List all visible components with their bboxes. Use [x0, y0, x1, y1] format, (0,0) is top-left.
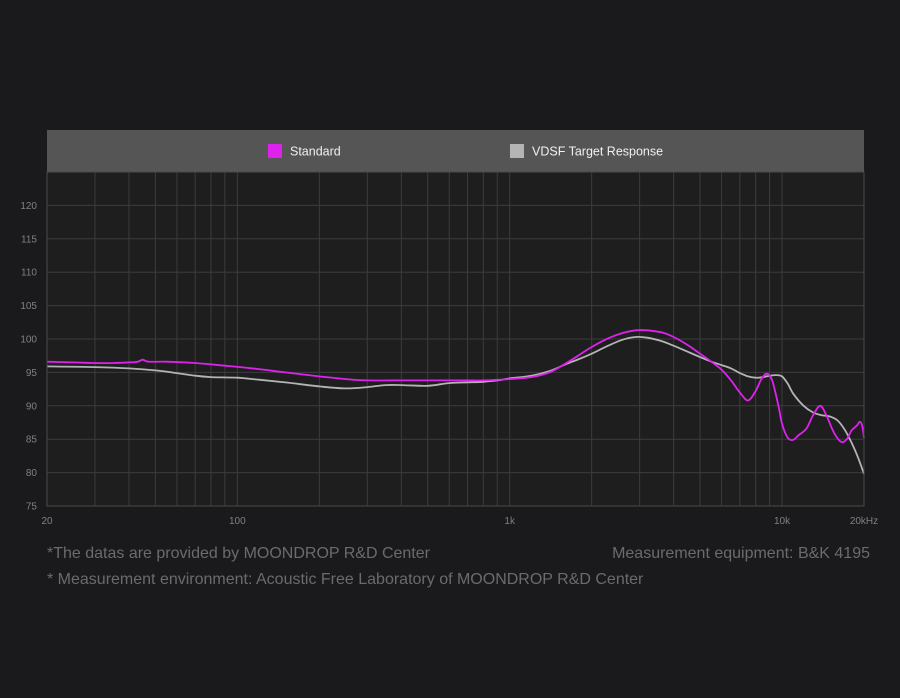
series-lines: [46, 329, 865, 475]
legend: Standard VDSF Target Response: [268, 144, 663, 159]
legend-swatch-vdsf-target-response: [510, 144, 524, 158]
legend-swatch-standard: [268, 144, 282, 158]
plot-frame: [46, 171, 865, 507]
x-tick-label: 20: [41, 516, 53, 527]
x-tick-label: 100: [229, 516, 246, 527]
data-source-note: *The datas are provided by MOONDROP R&D …: [47, 545, 430, 562]
y-tick-label: 100: [20, 335, 37, 346]
grid: [46, 172, 865, 507]
y-tick-label: 85: [26, 435, 38, 446]
measurement-equipment-note: Measurement equipment: B&K 4195: [612, 545, 870, 562]
measurement-environment-note: * Measurement environment: Acoustic Free…: [47, 571, 644, 588]
y-tick-label: 120: [20, 201, 37, 212]
y-tick-label: 75: [26, 502, 38, 513]
y-tick-label: 95: [26, 368, 38, 379]
y-tick-label: 105: [20, 301, 37, 312]
y-tick-label: 90: [26, 401, 38, 412]
legend-label-vdsf-target-response: VDSF Target Response: [532, 145, 663, 159]
series-line-standard: [46, 329, 865, 444]
y-tick-label: 110: [21, 268, 37, 279]
axis-tick-labels: 75 80 85 90 95 100 105 110 115 120 20 100 1k 10k 20kHz: [20, 201, 878, 527]
legend-band: [47, 130, 864, 172]
x-tick-label: 1k: [504, 516, 516, 527]
x-tick-label: 10k: [774, 516, 791, 527]
y-tick-label: 80: [26, 468, 38, 479]
y-tick-label: 115: [21, 234, 37, 245]
x-tick-label: 20kHz: [850, 516, 878, 527]
series-line-vdsf-target-response: [46, 335, 865, 475]
legend-label-standard: Standard: [290, 145, 341, 159]
